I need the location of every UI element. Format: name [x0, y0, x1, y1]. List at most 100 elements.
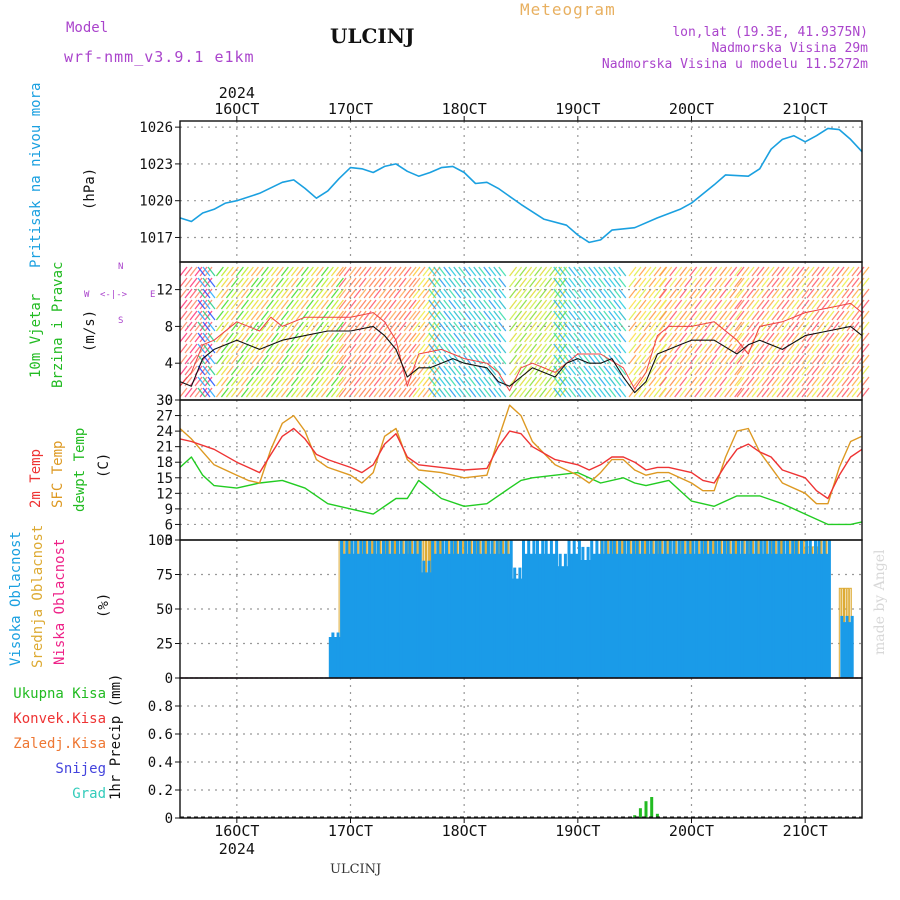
wind-barb [704, 310, 713, 321]
wind-barb [534, 266, 543, 277]
wind-barb [846, 343, 855, 354]
wind-barb [408, 376, 417, 387]
wind-barb [816, 387, 825, 398]
wind-barb [265, 332, 274, 343]
wind-barb [463, 299, 472, 310]
wind-barb [821, 288, 830, 299]
wind-barb [851, 310, 860, 321]
wind-barb [383, 310, 392, 321]
wind-barb [648, 299, 657, 310]
wind-barb [846, 387, 855, 398]
high-cloud-bar [726, 540, 730, 678]
high-cloud-bar [658, 540, 662, 678]
wind-barb [215, 277, 224, 288]
wind-barb [417, 354, 426, 365]
wind-barb [534, 354, 543, 365]
wind-barb [653, 354, 662, 365]
wind-barb [179, 266, 188, 277]
high-cloud-bar [749, 540, 753, 678]
high-cloud-bar [578, 560, 582, 678]
wind-barb [786, 343, 795, 354]
wind-barb [184, 277, 193, 288]
wind-barb [801, 354, 810, 365]
wind-barb [659, 310, 668, 321]
wind-barb [433, 266, 442, 277]
wind-barb [544, 299, 553, 310]
wind-barb [428, 310, 437, 321]
wind-barb [393, 332, 402, 343]
wind-barb [315, 354, 324, 365]
wind-barb [751, 343, 760, 354]
wind-barb [325, 365, 334, 376]
high-cloud-bar [390, 540, 394, 678]
wind-barb [408, 266, 417, 277]
wind-barb [856, 277, 865, 288]
wind-barb [679, 288, 688, 299]
wind-barb [746, 288, 755, 299]
wind-barb [368, 354, 377, 365]
high-cloud-bar [586, 546, 590, 678]
wind-barb [519, 288, 528, 299]
wind-barb [524, 310, 533, 321]
high-cloud-bar [774, 553, 778, 678]
wind-barb [408, 343, 417, 354]
wind-barb [846, 376, 855, 387]
wind-barb [498, 299, 507, 310]
high-cloud-bar [745, 540, 749, 678]
wind-barb [235, 343, 244, 354]
wind-barb [588, 365, 597, 376]
wind-barb [290, 299, 299, 310]
wind-barb [225, 277, 234, 288]
wind-barb [453, 343, 462, 354]
wind-barb [734, 343, 743, 354]
wind-barb [603, 332, 612, 343]
high-cloud-bar [487, 553, 491, 678]
wind-barb [841, 266, 850, 277]
wind-barb [417, 343, 426, 354]
wind-barb [694, 387, 703, 398]
wind-barb [598, 310, 607, 321]
high-cloud-bar [842, 622, 846, 678]
wind-barb [305, 321, 314, 332]
wind-barb [781, 299, 790, 310]
wind-barb [225, 299, 234, 310]
wind-barb [553, 277, 562, 288]
wind-barb [544, 332, 553, 343]
wind-barb [519, 376, 528, 387]
wind-barb [608, 277, 617, 288]
wind-barb [756, 376, 765, 387]
wind-barb [578, 299, 587, 310]
wind-barb [343, 343, 352, 354]
wind-barb [250, 376, 259, 387]
wind-barb [524, 321, 533, 332]
wind-barb [558, 354, 567, 365]
wind-barb [280, 354, 289, 365]
wind-barb [751, 288, 760, 299]
wind-barb [335, 288, 344, 299]
wind-barb [724, 299, 733, 310]
wind-barb [563, 376, 572, 387]
high-cloud-bar [715, 553, 719, 678]
wind-barb [204, 277, 213, 288]
wind-barb [335, 332, 344, 343]
wind-barb [588, 288, 597, 299]
high-cloud-bar [410, 553, 414, 678]
model-altitude-info: Nadmorska Visina u modelu 11.5272m [601, 57, 868, 72]
wind-barb [746, 365, 755, 376]
y-tick-label: 75 [156, 568, 173, 584]
high-cloud-bar [788, 553, 792, 678]
panel-frame [179, 399, 863, 541]
wind-barb [488, 310, 497, 321]
wind-barb [235, 277, 244, 288]
wind-barb [638, 365, 647, 376]
wind-barb [412, 288, 421, 299]
wind-barb [388, 310, 397, 321]
wind-barb [653, 387, 662, 398]
wind-barb [801, 277, 810, 288]
wind-barb [756, 266, 765, 277]
wind-barb [220, 354, 229, 365]
high-cloud-bar [763, 540, 767, 678]
wind-barb [699, 387, 708, 398]
wind-barb [781, 277, 790, 288]
wind-barb [816, 321, 825, 332]
